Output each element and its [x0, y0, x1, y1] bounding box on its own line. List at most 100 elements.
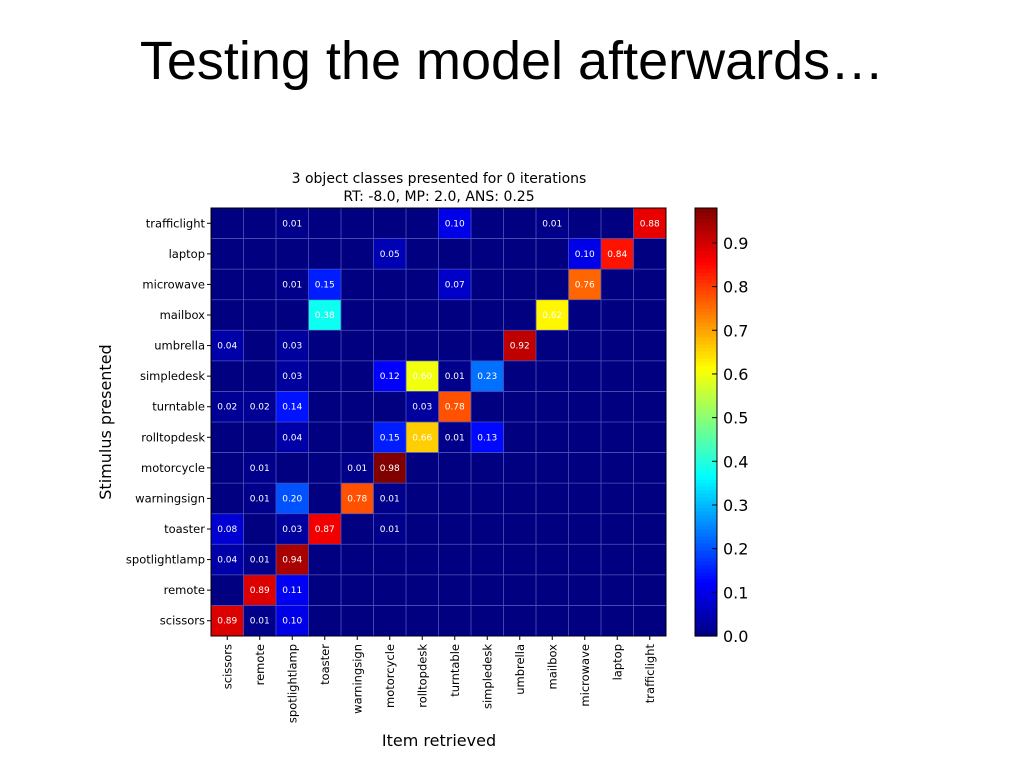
heatmap-cell — [373, 208, 407, 239]
y-tick-label: spotlightlamp — [126, 553, 205, 567]
heatmap-cell — [536, 269, 569, 301]
heatmap-cell — [406, 299, 439, 331]
colorbar-segment — [695, 507, 717, 512]
heatmap-cell — [406, 238, 439, 270]
cell-value-label: 0.12 — [380, 372, 400, 382]
heatmap-cell — [438, 422, 472, 453]
cell-value-label: 0.04 — [217, 556, 237, 566]
heatmap-cell — [406, 452, 439, 484]
colorbar-segment — [695, 575, 717, 580]
heatmap-cell — [568, 299, 602, 331]
y-tick-label: trafficlight — [146, 216, 206, 230]
colorbar-segment — [695, 414, 717, 420]
colorbar-segment — [695, 368, 717, 373]
heatmap-cell — [536, 391, 569, 423]
cell-value-label: 0.01 — [250, 556, 270, 566]
colorbar-segment — [695, 279, 717, 284]
heatmap-cell — [406, 208, 439, 239]
heatmap-cell — [438, 574, 472, 606]
cell-value-label: 0.87 — [315, 525, 335, 535]
heatmap-cell — [438, 513, 472, 545]
heatmap-cell — [276, 299, 309, 331]
heatmap-cell — [536, 544, 569, 576]
heatmap-cell — [341, 544, 374, 576]
x-tick-label: motorcycle — [383, 644, 397, 708]
heatmap-cell — [536, 299, 569, 331]
heatmap-cell — [406, 391, 439, 423]
y-tick-label: umbrella — [154, 339, 205, 353]
colorbar-segment — [695, 564, 717, 569]
heatmap-cell — [211, 360, 244, 392]
heatmap-cell — [406, 269, 439, 301]
x-tick-label: scissors — [220, 644, 234, 689]
heatmap-cell — [211, 452, 244, 484]
heatmap-cell — [276, 544, 309, 576]
heatmap-cell — [243, 513, 277, 545]
colorbar-segment — [695, 543, 717, 548]
y-tick-label: microwave — [142, 277, 205, 291]
colorbar-segment — [695, 325, 717, 330]
heatmap-cell — [211, 299, 244, 331]
heatmap-cell — [536, 238, 569, 270]
heatmap-cell — [243, 391, 277, 423]
heatmap-cell — [276, 605, 309, 637]
heatmap-cell — [438, 452, 472, 484]
y-tick-label: turntable — [152, 400, 205, 414]
colorbar-segment — [695, 329, 717, 334]
y-tick-label: mailbox — [160, 308, 206, 322]
heatmap-cell — [406, 422, 439, 453]
heatmap-cell — [276, 513, 309, 545]
heatmap-cell — [211, 605, 244, 637]
cell-value-label: 0.92 — [510, 342, 530, 352]
heatmap-cell — [601, 360, 634, 392]
heatmap-cell — [276, 483, 309, 515]
colorbar-segment — [695, 397, 717, 402]
colorbar-segment — [695, 225, 717, 230]
heatmap-cell — [503, 422, 537, 453]
heatmap-cell — [633, 483, 667, 515]
x-tick-label: spotlightlamp — [285, 644, 299, 723]
colorbar-segment — [695, 600, 717, 605]
cell-value-label: 0.01 — [250, 617, 270, 627]
colorbar-segment — [695, 596, 717, 601]
colorbar-segment — [695, 372, 717, 377]
colorbar-tick-label: 0.4 — [723, 452, 748, 471]
heatmap-cell — [438, 605, 472, 637]
heatmap-cell — [308, 360, 342, 392]
cell-value-label: 0.94 — [282, 556, 302, 566]
heatmap-cell — [536, 452, 569, 484]
heatmap-cell — [503, 452, 537, 484]
colorbar-tick-label: 0.2 — [723, 540, 748, 559]
cell-value-label: 0.04 — [217, 342, 237, 352]
heatmap-cell — [503, 574, 537, 606]
colorbar-segment — [695, 272, 717, 277]
y-tick-label: warningsign — [135, 491, 205, 505]
cell-value-label: 0.10 — [445, 219, 465, 229]
heatmap-cell — [373, 544, 407, 576]
heatmap-cell — [471, 605, 504, 637]
heatmap-cell — [406, 544, 439, 576]
cell-value-label: 0.89 — [217, 617, 237, 627]
heatmap-cell — [633, 330, 667, 362]
heatmap-cell — [243, 360, 277, 392]
heatmap-cell — [601, 544, 634, 576]
heatmap-cell — [438, 391, 472, 423]
colorbar-tick-label: 0.7 — [723, 321, 748, 340]
colorbar-segment — [695, 265, 717, 270]
heatmap-cell — [243, 299, 277, 331]
cell-value-label: 0.01 — [282, 219, 302, 229]
cell-value-label: 0.13 — [477, 433, 497, 443]
colorbar-segment — [695, 439, 717, 444]
y-tick-label: rolltopdesk — [141, 430, 205, 444]
colorbar-segment — [695, 343, 717, 348]
x-tick-label: warningsign — [350, 644, 364, 714]
heatmap-cell — [471, 391, 504, 423]
heatmap-cell — [341, 330, 374, 362]
heatmap-cell — [276, 452, 309, 484]
heatmap-cell — [438, 208, 472, 239]
heatmap-cell — [601, 391, 634, 423]
colorbar-segment — [695, 215, 717, 220]
heatmap-cell — [471, 544, 504, 576]
heatmap-cell — [503, 269, 537, 301]
